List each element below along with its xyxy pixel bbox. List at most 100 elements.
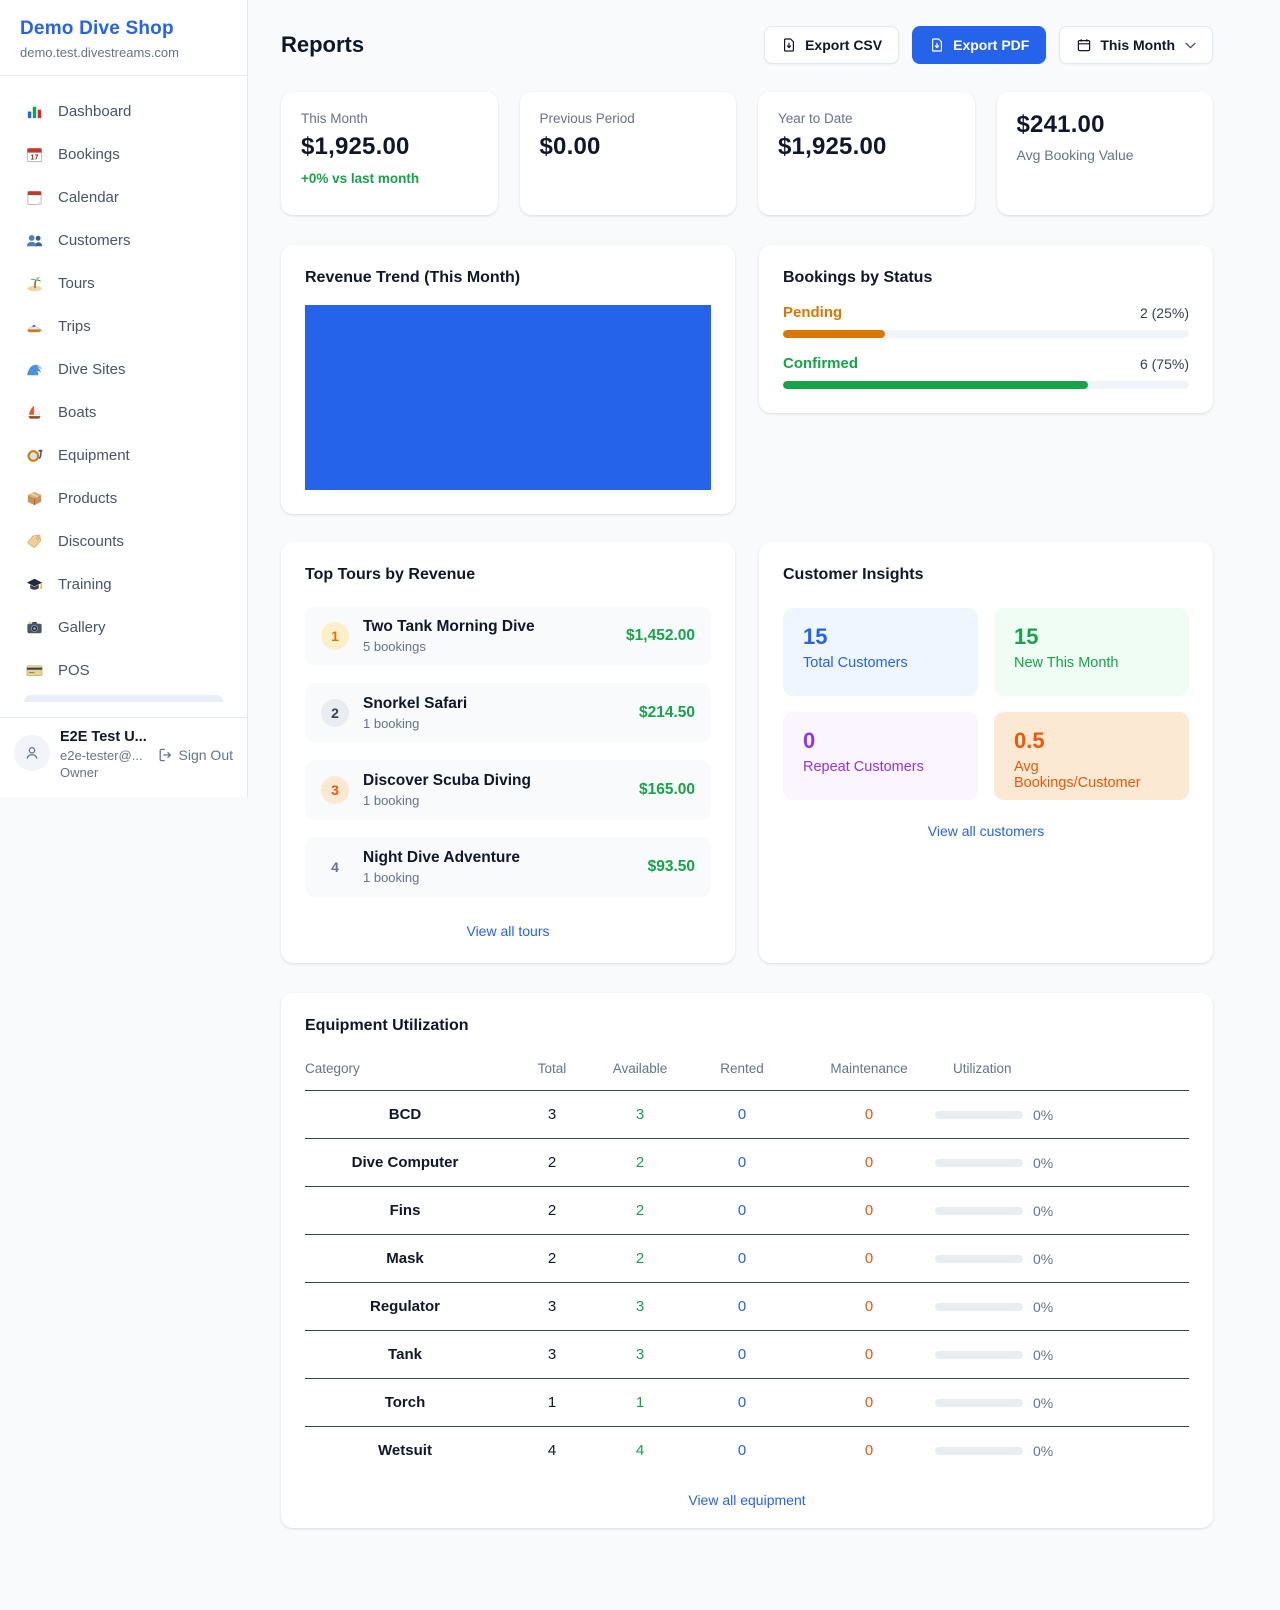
wave-icon <box>24 359 44 379</box>
sidebar-item-equipment[interactable]: Equipment <box>12 436 235 474</box>
table-row: Tank 3 3 0 0 0% <box>305 1330 1189 1379</box>
utilization-bar <box>935 1110 1023 1119</box>
sidebar-item-reports-active-partial[interactable] <box>24 695 223 702</box>
bookings-status-card: Bookings by Status Pending 2 (25%) Confi… <box>759 245 1213 413</box>
status-label: Pending <box>783 304 843 321</box>
sidebar-item-products[interactable]: Products <box>12 479 235 517</box>
sidebar-item-boats[interactable]: Boats <box>12 393 235 431</box>
sidebar-item-calendar[interactable]: Calendar <box>12 178 235 216</box>
sailboat-icon <box>24 402 44 422</box>
list-item[interactable]: 2 Snorkel Safari 1 booking $214.50 <box>305 683 711 743</box>
sidebar-item-trips[interactable]: Trips <box>12 307 235 345</box>
sidebar-item-discounts[interactable]: Discounts <box>12 522 235 560</box>
revenue-trend-card: Revenue Trend (This Month) <box>281 245 735 514</box>
stat-card-previous-period: Previous Period $0.00 <box>519 92 736 215</box>
status-label: Confirmed <box>783 355 858 372</box>
status-value: 2 (25%) <box>1139 304 1189 321</box>
table-row: BCD 3 3 0 0 0% <box>305 1090 1189 1139</box>
view-all-equipment-link[interactable]: View all equipment <box>688 1492 806 1508</box>
sign-out-button[interactable]: Sign Out <box>157 747 233 763</box>
insight-tile-repeat-customers: 0 Repeat Customers <box>783 712 978 800</box>
tag-icon <box>24 531 44 551</box>
export-pdf-button[interactable]: Export PDF <box>912 26 1047 64</box>
stat-delta: +0% vs last month <box>301 171 420 186</box>
sidebar-item-label: Equipment <box>58 446 130 464</box>
sidebar-item-customers[interactable]: Customers <box>12 221 235 259</box>
sidebar-item-gallery[interactable]: Gallery <box>12 608 235 646</box>
svg-text:17: 17 <box>30 153 38 161</box>
sidebar-item-label: Products <box>58 489 118 507</box>
table-row: Torch 1 1 0 0 0% <box>305 1378 1189 1427</box>
tour-name: Night Dive Adventure <box>363 849 521 866</box>
calendar-icon <box>1078 39 1091 52</box>
avatar <box>14 735 50 771</box>
people-icon <box>24 230 44 250</box>
rank-badge: 1 <box>321 622 349 650</box>
shop-name: Demo Dive Shop <box>20 18 174 39</box>
equipment-utilization-title: Equipment Utilization <box>305 1017 469 1034</box>
sidebar-item-pos[interactable]: POS <box>12 651 235 689</box>
sidebar-user-footer: E2E Test U... e2e-tester@... Sign Out Ow… <box>0 717 247 797</box>
tour-revenue: $1,452.00 <box>626 627 695 644</box>
bookings-status-title: Bookings by Status <box>783 269 933 286</box>
status-row-pending: Pending 2 (25%) <box>783 304 1189 338</box>
sidebar-item-label: Bookings <box>58 145 120 163</box>
user-name: E2E Test U... <box>60 729 147 745</box>
status-value: 6 (75%) <box>1139 355 1189 372</box>
period-dropdown[interactable]: This Month <box>1059 26 1213 64</box>
sidebar-item-label: POS <box>58 661 90 679</box>
sidebar-item-label: Customers <box>58 231 131 249</box>
status-progress-fill <box>783 381 1088 389</box>
tour-name: Discover Scuba Diving <box>363 772 531 789</box>
diving-mask-icon <box>24 445 44 465</box>
package-icon <box>24 488 44 508</box>
tour-bookings: 5 bookings <box>363 639 426 654</box>
graduation-cap-icon <box>24 574 44 594</box>
list-item[interactable]: 3 Discover Scuba Diving 1 booking $165.0… <box>305 760 711 820</box>
file-download-icon <box>784 38 795 52</box>
status-row-confirmed: Confirmed 6 (75%) <box>783 355 1189 389</box>
sidebar-item-label: Calendar <box>58 188 119 206</box>
top-tours-card: Top Tours by Revenue 1 Two Tank Morning … <box>281 542 735 963</box>
bar-chart-icon <box>24 101 44 121</box>
sign-out-icon <box>159 748 171 762</box>
list-item[interactable]: 4 Night Dive Adventure 1 booking $93.50 <box>305 837 711 897</box>
sidebar-header: Demo Dive Shop demo.test.divestreams.com <box>0 0 247 76</box>
rank-badge: 4 <box>331 859 339 875</box>
tear-off-calendar-icon <box>24 187 44 207</box>
sidebar-item-tours[interactable]: Tours <box>12 264 235 302</box>
view-all-customers-link[interactable]: View all customers <box>927 823 1045 839</box>
equipment-utilization-card: Equipment Utilization Category Total Ava… <box>281 993 1213 1528</box>
sidebar-item-bookings[interactable]: 17 Bookings <box>12 135 235 173</box>
sidebar: Demo Dive Shop demo.test.divestreams.com… <box>0 0 248 797</box>
charts-row: Revenue Trend (This Month) Bookings by S… <box>281 245 1213 514</box>
revenue-trend-title: Revenue Trend (This Month) <box>305 269 521 286</box>
table-row: Dive Computer 2 2 0 0 0% <box>305 1138 1189 1187</box>
list-item[interactable]: 1 Two Tank Morning Dive 5 bookings $1,45… <box>305 606 711 666</box>
sidebar-item-dashboard[interactable]: Dashboard <box>12 92 235 130</box>
sidebar-item-label: Gallery <box>58 618 106 636</box>
table-row: Fins 2 2 0 0 0% <box>305 1186 1189 1235</box>
insight-tile-new-this-month: 15 New This Month <box>994 608 1189 696</box>
equipment-table: Category Total Available Rented Maintena… <box>305 1053 1189 1474</box>
status-progress-fill <box>783 330 885 338</box>
tour-bookings: 1 booking <box>363 870 420 885</box>
user-role: Owner <box>60 765 99 780</box>
insight-tiles: 15 Total Customers 15 New This Month 0 R… <box>783 608 1189 800</box>
sidebar-item-training[interactable]: Training <box>12 565 235 603</box>
tour-name: Two Tank Morning Dive <box>363 618 535 635</box>
camera-icon <box>24 617 44 637</box>
rank-badge: 2 <box>321 699 349 727</box>
utilization-bar <box>935 1398 1023 1407</box>
utilization-bar <box>935 1206 1023 1215</box>
customer-insights-card: Customer Insights 15 Total Customers 15 … <box>759 542 1213 963</box>
utilization-bar <box>935 1446 1023 1455</box>
speedboat-icon <box>24 316 44 336</box>
user-info: E2E Test U... e2e-tester@... Sign Out Ow… <box>60 729 233 786</box>
export-csv-button[interactable]: Export CSV <box>764 26 900 64</box>
tour-bookings: 1 booking <box>363 716 420 731</box>
view-all-tours-link[interactable]: View all tours <box>466 923 550 939</box>
sidebar-item-dive-sites[interactable]: Dive Sites <box>12 350 235 388</box>
status-progress-track <box>783 330 1189 338</box>
insight-tile-total-customers: 15 Total Customers <box>783 608 978 696</box>
